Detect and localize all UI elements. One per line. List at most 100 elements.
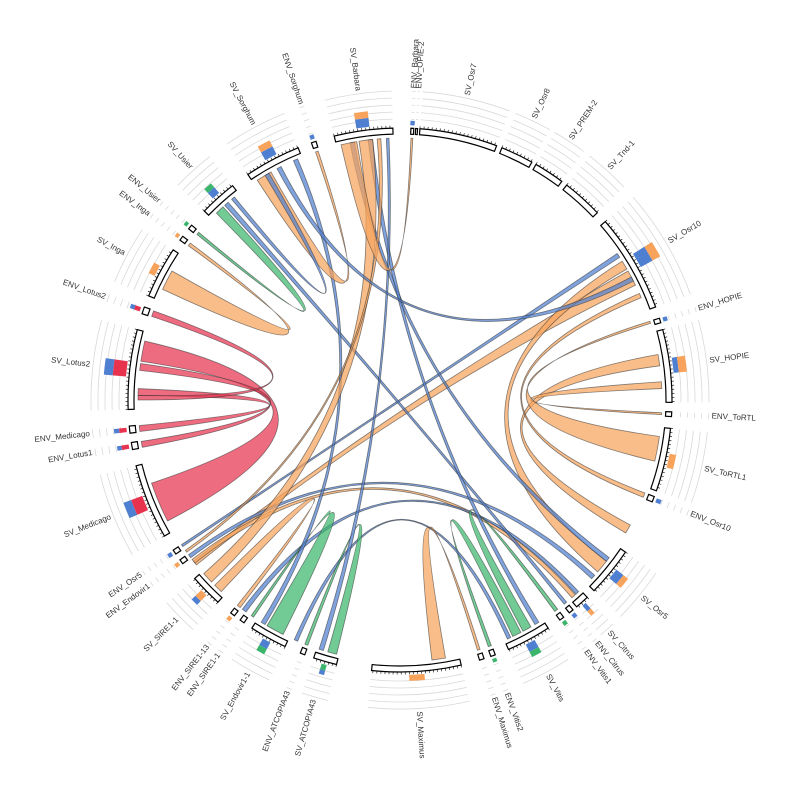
tick-sv-citrus: [587, 597, 589, 599]
bar-env-lotus1-blue: [117, 446, 122, 451]
tick-sv-usier: [208, 204, 210, 206]
ideogram-env-maximus: [478, 653, 484, 660]
tick-sv-tnd1: [567, 183, 569, 185]
track-ring-env-maximus-3: [488, 687, 493, 689]
segment-env-barbara: [411, 128, 414, 134]
segment-env-lotus1: [131, 442, 138, 450]
tick-sv-osr10: [653, 300, 655, 301]
tick-sv-osr10: [627, 249, 629, 250]
track-ring-env-lotus2-3: [114, 297, 117, 304]
track-ring-env-lotus2-2: [120, 299, 123, 306]
ideogram-env-sire113: [231, 608, 238, 616]
track-ring-env-sire11-3: [222, 644, 226, 647]
track-ring-sv-maximus-3: [368, 694, 468, 702]
track-ring-env-hopie-0: [668, 316, 669, 321]
label-sv-sorghum: SV_Sorghum: [228, 80, 258, 127]
tick-sv-citrus: [584, 600, 586, 602]
label-sv-usier: SV_Usier: [166, 140, 196, 171]
segment-env-vitis2: [489, 649, 495, 656]
segment-env-lotus2: [142, 307, 150, 316]
track-ring-env-sire113-3: [212, 636, 216, 639]
segment-env-osr5: [173, 547, 181, 554]
ideogram-env-atcopia43: [300, 647, 307, 654]
tick-sv-sire11: [210, 597, 212, 599]
label-env-lotus1: ENV_Lotus1: [47, 448, 93, 465]
track-ring-env-endovir1-3: [156, 578, 159, 582]
track-ring-env-osr5-2: [154, 563, 157, 567]
ideogram-env-osr10: [647, 494, 655, 501]
tick-sv-tnd1: [597, 210, 599, 212]
track-ring-env-lotus2-4: [107, 294, 110, 302]
tick-sv-sire11: [207, 594, 209, 596]
bar-env-citrus-blue: [571, 612, 577, 618]
track-ring-sv-citrus-3: [596, 619, 608, 630]
label-sv-endovir11: SV_Endovir1-1: [218, 670, 252, 722]
label-sv-tnd1: SV_Tnd-1: [606, 138, 637, 171]
track-ring-sv-osr8-1: [508, 133, 540, 148]
segment-env-citrus: [566, 605, 573, 613]
tick-sv-osr10: [623, 242, 625, 243]
track-ring-env-endovir1-2: [161, 573, 164, 577]
ideogram-env-inga: [180, 236, 188, 243]
tick-sv-prem2: [543, 166, 544, 168]
track-ring-sv-prem2-2: [548, 145, 576, 163]
track-ring-env-lotus1-4: [95, 448, 96, 456]
track-ring-env-medicago-2: [106, 428, 107, 436]
tick-sv-osr5: [619, 562, 621, 563]
tick-sv-osr5: [598, 587, 600, 589]
ideogram-sv-osr8: [500, 148, 532, 168]
link-25: [140, 364, 271, 448]
track-ring-env-sorghum-1: [306, 126, 311, 128]
track-ring-env-vitis1-3: [578, 641, 582, 644]
ideogram-env-osr5: [173, 547, 181, 554]
tick-sv-osr5: [611, 572, 613, 574]
tick-sv-tnd1: [576, 191, 578, 193]
tick-sv-tnd1: [570, 186, 572, 188]
segment-env-atcopia43: [300, 647, 307, 654]
label-env-lotus2: ENV_Lotus2: [62, 278, 108, 301]
track-ring-env-sorghum-3: [302, 113, 307, 115]
bar-env-sorghum-blue: [309, 134, 315, 140]
track-ring-env-endovir1-4: [150, 582, 153, 586]
track-ring-env-maximus-0: [482, 667, 487, 668]
label-sv-osr5: SV_Osr5: [639, 594, 670, 622]
label-sv-atcopia43: SV_ATCOPIA43: [293, 698, 318, 757]
label-env-medicago: ENV_Medicago: [34, 429, 91, 444]
track-ring-env-sorghum-0: [309, 133, 314, 135]
segment-sv-osr8: [500, 145, 533, 167]
label-sv-lotus2: SV_Lotus2: [51, 355, 91, 368]
tick-sv-prem2: [539, 164, 540, 166]
segment-env-sorghum: [311, 141, 317, 148]
track-ring-sv-maximus-4: [368, 701, 470, 709]
tick-sv-osr10: [608, 223, 610, 225]
tick-sv-inga: [169, 252, 171, 253]
label-sv-osr10: SV_Osr10: [666, 218, 703, 245]
segment-env-sire113: [231, 608, 238, 616]
bar-sv-barbara-blue: [355, 118, 369, 129]
track-ring-sv-osr8-3: [513, 120, 546, 136]
track-ring-env-osr10-2: [674, 505, 676, 511]
bar-env-endovir1-orange: [174, 562, 180, 568]
label-sv-barbara: SV_Barbara: [348, 47, 363, 92]
track-ring-env-medicago-4: [92, 430, 93, 438]
tick-sv-tnd1: [579, 193, 581, 195]
ideogram-sv-barbara: [334, 128, 393, 142]
track-ring-env-atcopia43-4: [287, 687, 292, 689]
tick-sv-usier: [230, 185, 232, 187]
tick-sv-osr10: [620, 239, 622, 240]
track-ring-env-osr10-1: [667, 502, 669, 508]
track-ring-sv-prem2-1: [544, 151, 571, 169]
tick-sv-prem2: [546, 169, 547, 171]
track-ring-env-sorghum-4: [299, 106, 304, 108]
track-ring-env-vitis2-0: [494, 663, 499, 665]
bar-sv-lotus2-red: [113, 359, 128, 376]
track-ring-sv-osr7-3: [422, 99, 507, 118]
segment-sv-osr7: [419, 126, 496, 151]
track-ring-env-osr5-3: [148, 567, 151, 571]
ideogram-env-sorghum: [311, 141, 317, 148]
tick-sv-citrus: [578, 605, 580, 607]
tick-sv-osr10: [616, 233, 618, 235]
ideogram-env-lotus1: [131, 442, 138, 450]
ideogram-env-vitis1: [556, 612, 563, 620]
ideogram-env-tortl: [666, 412, 672, 417]
